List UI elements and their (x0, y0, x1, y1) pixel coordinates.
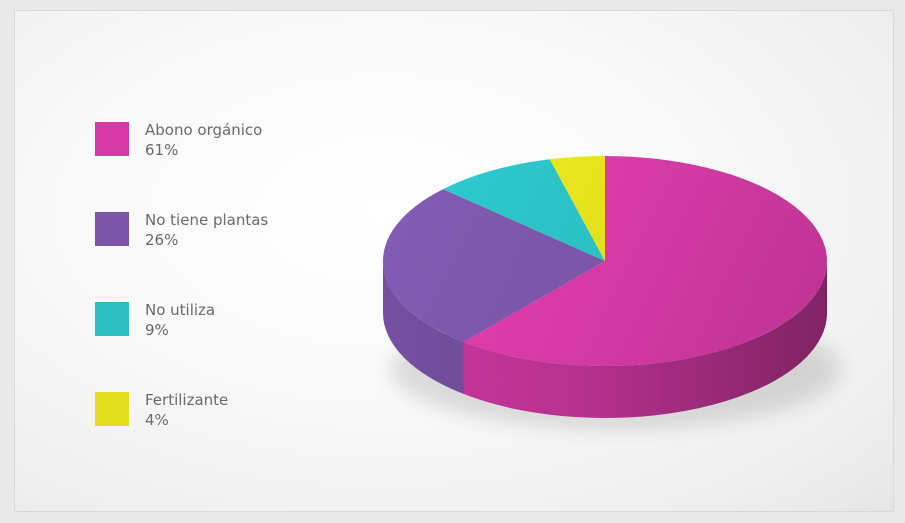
pie-slice-1 (383, 189, 605, 342)
legend-swatch (95, 302, 129, 336)
pie-side-1 (383, 261, 464, 394)
legend-label: Abono orgánico (145, 121, 263, 139)
legend-value: 26% (145, 231, 179, 249)
legend-value: 4% (145, 411, 169, 429)
legend-label: Fertilizante (145, 391, 229, 409)
legend-item-no-tiene: No tiene plantas 26% (95, 206, 355, 256)
legend-swatch (95, 122, 129, 156)
legend-label: No tiene plantas (145, 211, 269, 229)
legend-item-fertilizante: Fertilizante 4% (95, 386, 355, 436)
legend-label: No utiliza (145, 301, 216, 319)
pie-side-0 (463, 261, 827, 418)
pie-slice-0 (463, 156, 827, 366)
legend-value: 9% (145, 321, 169, 339)
chart-frame: Abono orgánico 61% No tiene plantas 26% … (14, 10, 894, 512)
legend-value: 61% (145, 141, 179, 159)
legend-item-no-utiliza: No utiliza 9% (95, 296, 355, 346)
legend-item-abono: Abono orgánico 61% (95, 116, 355, 166)
pie-slice-3 (549, 156, 605, 261)
legend-swatch (95, 392, 129, 426)
pie-chart (383, 156, 840, 429)
pie-slice-2 (443, 159, 605, 261)
legend-swatch (95, 212, 129, 246)
pie-top (383, 156, 827, 366)
pie-sides (383, 261, 827, 418)
